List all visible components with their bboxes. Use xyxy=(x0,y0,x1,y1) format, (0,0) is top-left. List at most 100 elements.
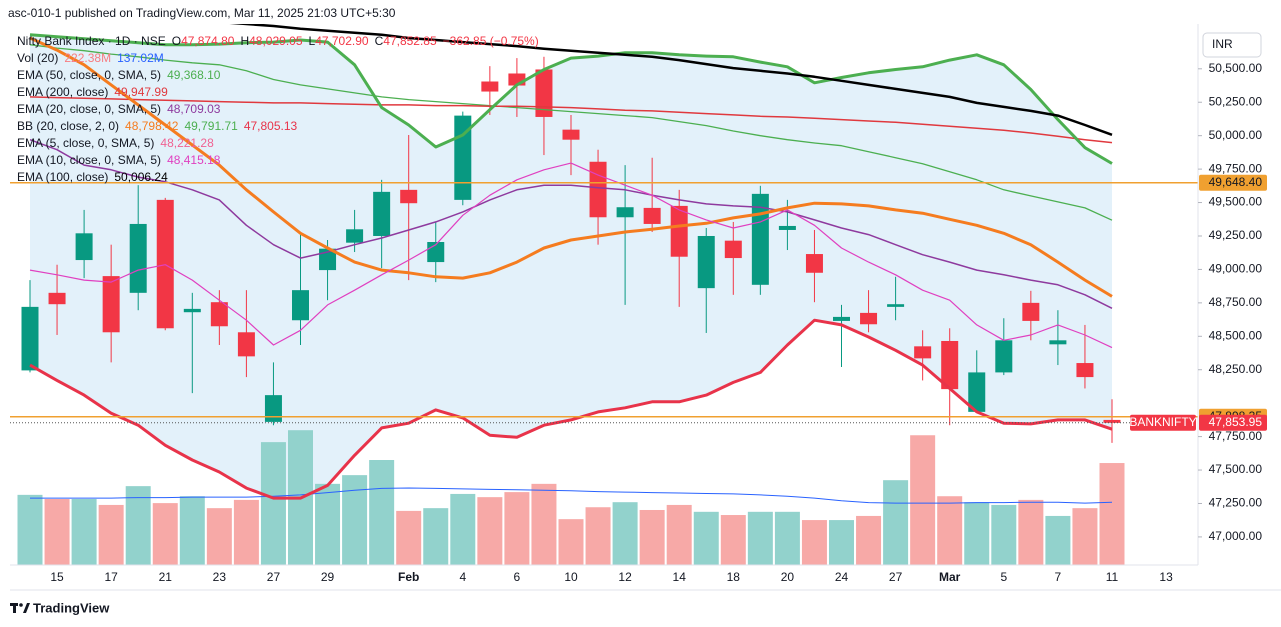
indicator-line xyxy=(29,44,1113,221)
volume-bar xyxy=(585,507,611,565)
indicator-line xyxy=(229,24,1113,136)
volume-bar xyxy=(233,499,259,565)
volume-bar xyxy=(315,483,341,565)
candle-body xyxy=(805,254,823,273)
last-price-label: 47,853.95 xyxy=(1209,415,1263,429)
legend-value: 49,947.99 xyxy=(114,85,168,99)
x-tick-label: 15 xyxy=(50,570,64,584)
indicator-line xyxy=(29,36,1113,298)
volume-bar xyxy=(98,504,124,565)
volume-bar xyxy=(937,496,963,565)
footer-logo xyxy=(10,603,30,613)
ohlc-value: 48,029.05 xyxy=(249,34,303,48)
legend-row: EMA (50, close, 0, SMA, 5) 49,368.10 xyxy=(17,67,545,84)
volume-bar xyxy=(1018,499,1044,565)
x-tick-label: 24 xyxy=(835,570,849,584)
volume-ma xyxy=(30,487,1113,504)
legend-row: Vol (20) 222.38M 137.02M xyxy=(17,50,545,67)
candle-body xyxy=(860,312,878,325)
x-tick-label: 18 xyxy=(727,570,741,584)
x-tick-label: 23 xyxy=(213,570,227,584)
candle-body xyxy=(319,248,337,271)
y-tick-label: 47,250.00 xyxy=(1209,496,1263,510)
ohlc-key: O xyxy=(171,34,182,48)
x-tick-label: 12 xyxy=(618,570,632,584)
ohlc-key: H xyxy=(240,34,250,48)
volume-bar xyxy=(260,442,286,565)
volume-bar xyxy=(747,511,773,565)
indicator-line xyxy=(29,33,1113,165)
volume-bar xyxy=(1045,515,1071,565)
ohlc-value: 47,852.85 xyxy=(383,34,437,48)
x-tick-label: 4 xyxy=(459,570,466,584)
x-tick-label: 27 xyxy=(267,570,281,584)
volume-bar xyxy=(44,498,70,565)
currency-box[interactable] xyxy=(1202,32,1262,58)
y-tick-label: 49,750.00 xyxy=(1209,161,1263,175)
candle-body xyxy=(210,302,228,327)
volume-bar xyxy=(693,511,719,565)
candle-body xyxy=(535,69,553,117)
volume-bar xyxy=(612,502,638,565)
candle-body xyxy=(887,304,905,307)
volume-bar xyxy=(179,496,205,565)
y-tick-label: 48,500.00 xyxy=(1209,328,1263,342)
y-tick-label: 47,750.00 xyxy=(1209,429,1263,443)
candle-body xyxy=(941,340,959,390)
volume-bar xyxy=(666,504,692,565)
last-price-tag-box xyxy=(1130,414,1196,431)
indicator-line xyxy=(29,96,1113,144)
y-tick-label: 47,000.00 xyxy=(1209,529,1263,543)
legend-row: BB (20, close, 2, 0) 48,798.42 49,791.71 47… xyxy=(17,118,545,135)
legend-row: EMA (100, close) 50,006.24 xyxy=(17,169,545,186)
indicator-line xyxy=(29,318,1113,500)
ohlc-value: 47,874.80 xyxy=(181,34,235,48)
header: asc-010-1 published on TradingView.com, … xyxy=(8,6,396,20)
legend-title: Nifty Bank Index · 1D · NSE xyxy=(17,34,166,48)
candle-body xyxy=(400,189,418,204)
candle-body xyxy=(778,225,796,230)
legend-value: 222.38M xyxy=(64,51,112,65)
legend-value: 48,709.03 xyxy=(167,102,221,116)
candle-body xyxy=(183,308,201,313)
legend-name: Vol (20) xyxy=(17,51,59,65)
candle-body xyxy=(102,276,120,333)
indicator-line xyxy=(29,138,1113,309)
x-tick-label: 11 xyxy=(1106,570,1119,584)
candle-body xyxy=(129,223,147,293)
volume-bar xyxy=(206,508,232,565)
candle-body xyxy=(1076,363,1094,378)
legend-value: 50,006.24 xyxy=(114,170,168,184)
x-tick-label: 6 xyxy=(514,570,521,584)
legend-value: 48,221.28 xyxy=(160,136,214,150)
legend-name: EMA (50, close, 0, SMA, 5) xyxy=(17,68,162,82)
ohlc-key: C xyxy=(374,34,384,48)
y-tick-label: 50,000.00 xyxy=(1209,128,1263,142)
y-tick-label: 49,000.00 xyxy=(1209,262,1263,276)
y-tick-label: 49,500.00 xyxy=(1209,195,1263,209)
legend-value: 48,798.42 xyxy=(125,119,179,133)
volume-bar xyxy=(883,480,909,565)
legend-value: 47,805.13 xyxy=(243,119,298,133)
volume-bar xyxy=(639,509,665,565)
volume-bar xyxy=(801,520,827,565)
y-tick-label: 47,500.00 xyxy=(1209,462,1263,476)
volume-bar xyxy=(720,515,746,565)
legend-value: 49,368.10 xyxy=(167,68,221,82)
candle-body xyxy=(156,199,174,329)
level-label: 49,648.40 xyxy=(1209,175,1263,189)
x-tick-label: 17 xyxy=(104,570,118,584)
last-price-tag: BANKNIFTY xyxy=(1129,415,1196,429)
candle-body xyxy=(1049,340,1067,345)
volume-bar xyxy=(71,498,97,565)
volume-bar xyxy=(856,515,882,565)
volume-bar xyxy=(829,520,854,565)
x-tick-label: 7 xyxy=(1055,570,1062,584)
candle-body xyxy=(292,290,309,321)
x-tick-label: 5 xyxy=(1000,570,1007,584)
candle-body xyxy=(616,207,634,218)
legend-row: EMA (200, close) 49,947.99 xyxy=(17,84,545,101)
legend-row: EMA (10, close, 0, SMA, 5) 48,415.18 xyxy=(17,152,545,169)
candle-body xyxy=(48,292,66,305)
